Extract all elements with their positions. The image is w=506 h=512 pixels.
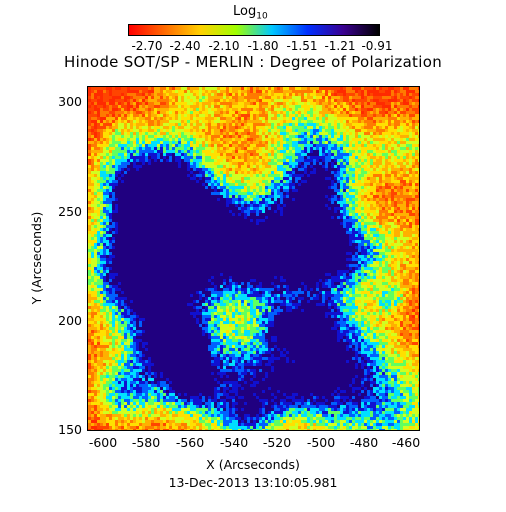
y-tick-label: 300 xyxy=(58,93,82,109)
x-tick-label: -460 xyxy=(391,435,421,450)
y-tick-label: 250 xyxy=(58,203,82,219)
x-tick-label: -540 xyxy=(219,435,249,450)
y-tick-label: 200 xyxy=(58,312,82,328)
polarization-map xyxy=(87,86,420,431)
colorbar-label: Log10 xyxy=(233,4,268,22)
colorbar-tick-label: -1.21 xyxy=(324,39,356,53)
colorbar-tick-label: -2.70 xyxy=(131,39,163,53)
colorbar-tick-label: -1.80 xyxy=(247,39,279,53)
y-axis-label: Y (Arcseconds) xyxy=(28,211,44,305)
polarization-map-image xyxy=(88,87,419,430)
x-tick-label: -580 xyxy=(131,435,161,450)
x-tick-label: -560 xyxy=(175,435,205,450)
colorbar-tick-label: -0.91 xyxy=(361,39,393,53)
x-tick-label: -600 xyxy=(88,435,118,450)
plot-title: Hinode SOT/SP - MERLIN : Degree of Polar… xyxy=(63,53,442,71)
colorbar-tick-label: -1.51 xyxy=(286,39,318,53)
x-tick-label: -480 xyxy=(349,435,379,450)
x-tick-label: -500 xyxy=(306,435,336,450)
colorbar-tick-label: -2.10 xyxy=(208,39,240,53)
timestamp: 13-Dec-2013 13:10:05.981 xyxy=(168,475,338,490)
x-axis-label: X (Arcseconds) xyxy=(206,457,300,472)
colorbar-tick-label: -2.40 xyxy=(169,39,201,53)
x-tick-label: -520 xyxy=(262,435,292,450)
colorbar xyxy=(128,24,380,36)
y-tick-label: 150 xyxy=(58,421,82,437)
